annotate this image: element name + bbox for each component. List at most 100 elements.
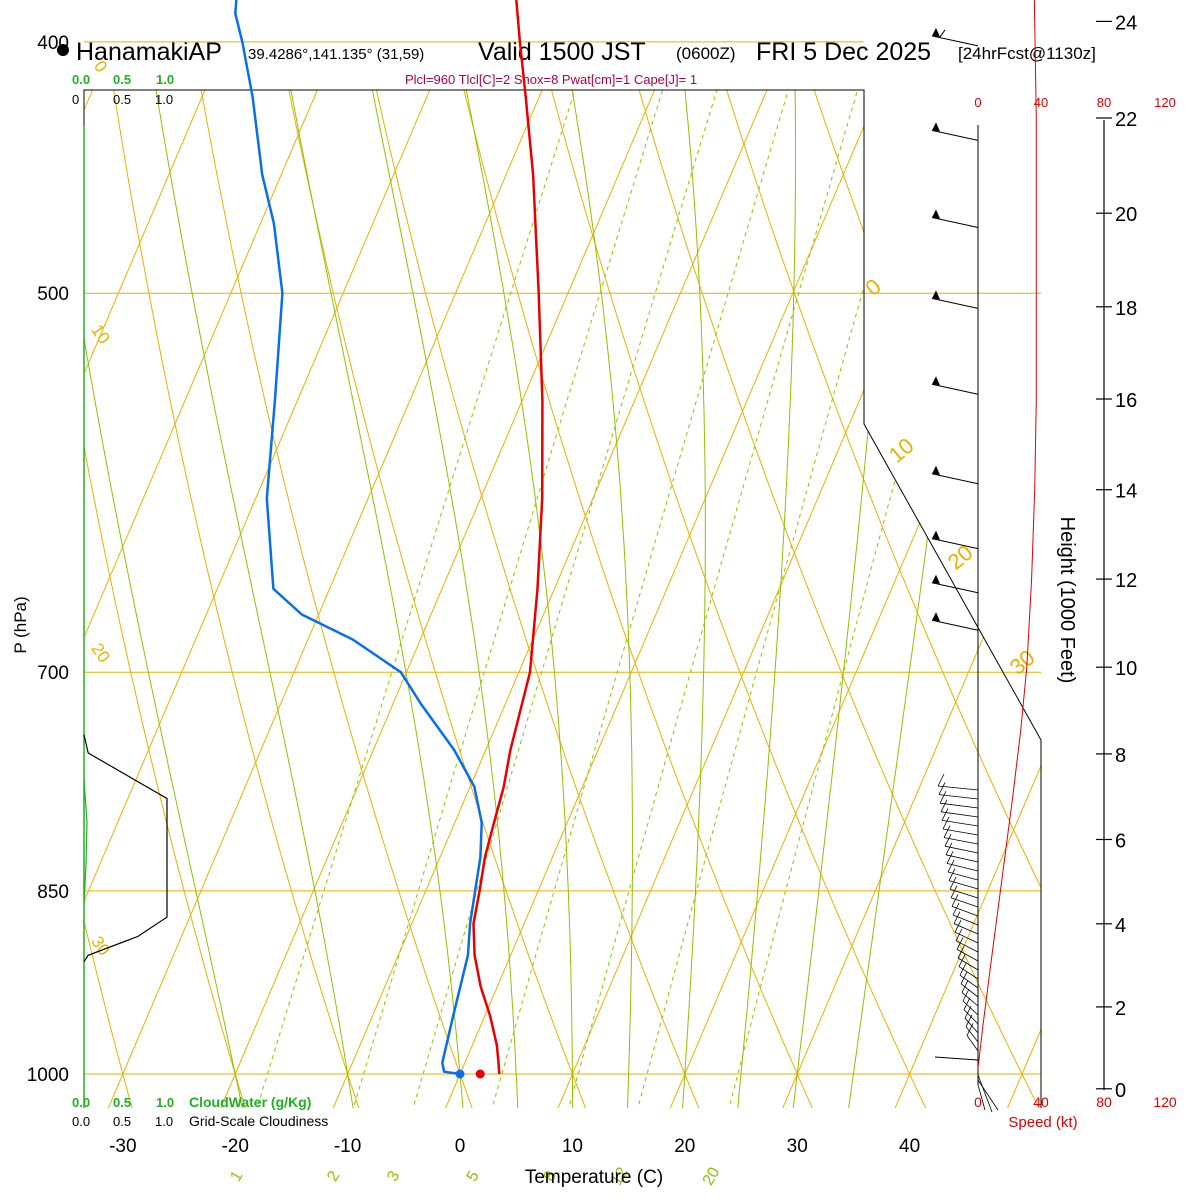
cloudwater-label: CloudWater (g/Kg): [189, 1094, 311, 1110]
plot-outline: [83, 89, 1042, 1108]
mixing-ratio-line: [548, 90, 872, 1108]
wind-barb: [931, 209, 979, 228]
pressure-tick-label: 400: [37, 33, 69, 54]
wind-barb: [931, 612, 979, 631]
y-axis-label: P (hPa): [11, 596, 30, 653]
cloudwater-tick-top: 0.5: [113, 72, 131, 87]
isotherm-line: [975, 90, 1041, 1108]
cloudiness-line: [83, 734, 168, 962]
temperature-tick-label: 10: [562, 1136, 583, 1157]
pressure-tick-label: 700: [37, 663, 69, 684]
temperature-tick-label: 20: [674, 1136, 695, 1157]
mixing-ratio-line: [470, 90, 804, 1108]
mixing-ratio-line: [331, 90, 679, 1108]
dry-adiabat-line: [499, 90, 1041, 1108]
speed-tick-label-top: 0: [974, 95, 981, 110]
speed-tick-label-bottom: 0: [974, 1094, 982, 1110]
mixing-ratio-line: [234, 90, 591, 1108]
pressure-tick-label: 500: [37, 284, 69, 305]
axes: Temperature (C) P (hPa) Height (1000 Fee…: [11, 33, 1078, 1188]
wind-speed-line: [977, 0, 1037, 1069]
moist-adiabat-line: [677, 1073, 686, 1108]
dry-adiabat-line: [84, 90, 269, 1108]
isotherm-line: [84, 90, 452, 1108]
isotherm-line: [301, 90, 1014, 1108]
isotherm-label: 20: [87, 640, 113, 666]
speed-tick-label-bottom: 80: [1096, 1094, 1112, 1110]
isotherm-label: 10: [87, 321, 113, 347]
cloudiness-tick-top: 1.0: [155, 92, 173, 107]
speed-tick-label-bottom: 120: [1153, 1094, 1177, 1110]
isotherm-line: [84, 90, 340, 1108]
moist-adiabat-line: [852, 90, 1041, 1075]
cloudiness-tick-top: 0: [72, 92, 79, 107]
mixing-ratio-label: 5: [464, 1168, 483, 1184]
height-tick-label: 12: [1115, 570, 1137, 592]
speed-axis-label: Speed (kt): [1008, 1114, 1077, 1131]
moist-adiabat-line: [234, 1073, 258, 1108]
mixing-ratio-label: 3: [384, 1168, 403, 1184]
moist-adiabat-line: [84, 90, 349, 1075]
moist-adiabat-line: [361, 90, 573, 1074]
cloudiness-tick-top: 0.5: [113, 92, 131, 107]
height-tick-label: 10: [1115, 658, 1137, 680]
valid-utc: (0600Z): [676, 44, 736, 63]
height-axis-label: Height (1000 Feet): [1056, 517, 1078, 684]
wind-barb: [931, 376, 979, 395]
low-level-wind-barbs: [934, 773, 999, 1113]
cloudwater-tick-top: 0.0: [72, 72, 90, 87]
speed-tick-label-top: 80: [1097, 95, 1111, 110]
wind-barb: [931, 27, 979, 47]
surface-dewpoint-marker: [455, 1069, 465, 1079]
moist-adiabat-line: [459, 1073, 470, 1108]
height-tick-label: 2: [1115, 998, 1126, 1020]
isotherm-label: 30: [87, 933, 113, 959]
isobars: [84, 41, 1041, 1075]
moist-adiabat-line: [783, 1073, 798, 1108]
cloudiness-tick-bottom: 1.0: [155, 1114, 173, 1129]
dry-adiabat-line: [574, 90, 1041, 1108]
moist-adiabat-line: [515, 1073, 521, 1108]
header: HanamakiAP 39.4286°,141.135° (31,59) Val…: [57, 38, 1096, 87]
speed-tick-label-top: 120: [1154, 95, 1176, 110]
dry-adiabat-line: [801, 90, 1041, 1108]
pressure-tick-label: 1000: [27, 1065, 69, 1086]
station-marker-icon: [57, 44, 69, 56]
height-tick-label: 0: [1115, 1080, 1126, 1102]
dry-adiabat-line: [84, 90, 153, 1108]
speed-tick-label-top: 40: [1034, 95, 1048, 110]
mixing-ratio-label: 2: [324, 1168, 343, 1184]
dewpoint-profile-line: [234, 0, 483, 1076]
station-name: HanamakiAP: [76, 38, 222, 66]
mixing-ratio-line: [391, 90, 732, 1108]
profiles: [234, 0, 544, 1079]
dry-adiabat-label: 10: [884, 433, 919, 468]
dry-adiabat-line: [120, 90, 500, 1108]
dry-adiabat-line: [84, 90, 384, 1108]
isotherm-line: [84, 90, 789, 1108]
height-tick-label: 8: [1115, 745, 1126, 767]
speed-tick-label-bottom: 40: [1033, 1094, 1049, 1110]
isotherm-line: [863, 90, 1041, 1108]
wind-barb: [931, 530, 979, 550]
moist-adiabat-line: [740, 90, 796, 1075]
moist-adiabat-line: [84, 90, 236, 1075]
cloudwater-tick-bottom: 1.0: [156, 1095, 174, 1110]
moist-adiabat-line: [595, 90, 706, 1075]
moist-adiabat-line: [466, 90, 633, 1075]
height-tick-label: 6: [1115, 831, 1126, 853]
moist-adiabat-line: [624, 1073, 630, 1108]
height-tick-label: 22: [1115, 109, 1137, 131]
height-tick-label: 4: [1115, 915, 1126, 937]
temperature-tick-label: -30: [109, 1136, 136, 1157]
isotherm-line: [751, 90, 1041, 1108]
dry-adiabat-line: [877, 90, 1041, 1108]
cloudiness-tick-bottom: 0.5: [113, 1114, 131, 1129]
cloudwater-tick-bottom: 0.0: [72, 1095, 90, 1110]
mixing-ratio-label: 1: [227, 1168, 246, 1184]
dry-adiabat-line: [0, 0, 37, 1181]
temperature-tick-label: -20: [221, 1136, 248, 1157]
height-tick-label: 18: [1115, 298, 1137, 320]
